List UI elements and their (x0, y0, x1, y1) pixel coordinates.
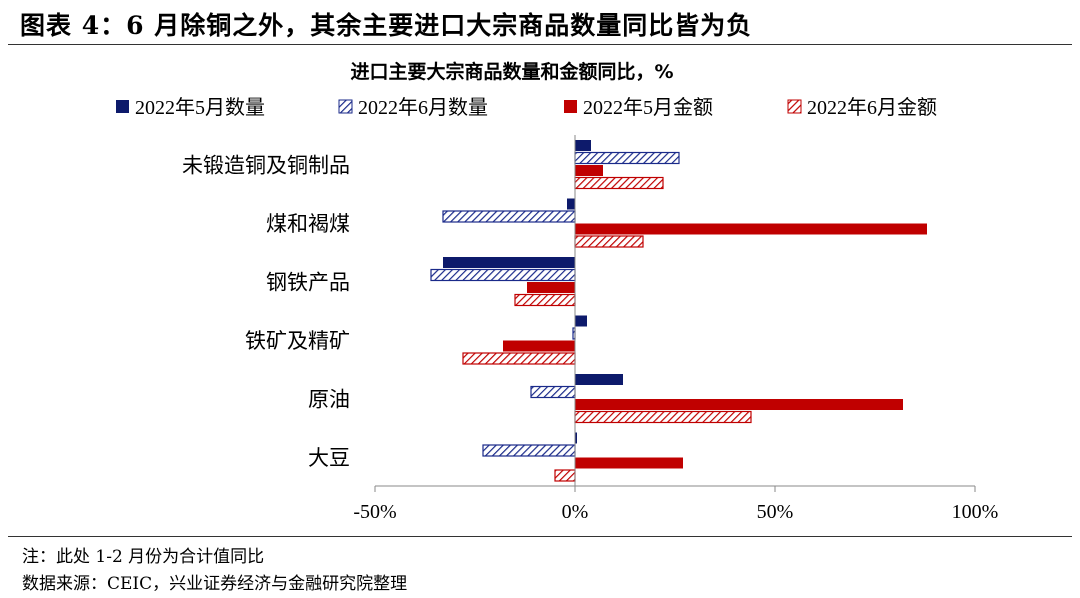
bar (527, 282, 575, 293)
bar (530, 385, 576, 399)
chart-title: 进口主要大宗商品数量和金额同比，% (350, 60, 673, 83)
bar (575, 140, 591, 151)
bar (503, 340, 575, 352)
bar (575, 399, 903, 410)
bar (575, 457, 683, 469)
footer-divider (8, 536, 1072, 537)
bar (574, 151, 680, 165)
legend-label: 2022年5月数量 (135, 96, 265, 119)
bar (554, 469, 576, 482)
bar (442, 210, 576, 223)
legend-label: 2022年5月金额 (583, 96, 713, 119)
legend-swatch (116, 100, 129, 113)
x-tick-label: 0% (562, 501, 589, 523)
bar (430, 268, 576, 282)
category-label: 钢铁产品 (266, 270, 350, 294)
bar (574, 235, 644, 248)
figure-title: 图表 4：6 月除铜之外，其余主要进口大宗商品数量同比皆为负 (20, 11, 753, 40)
bar (575, 165, 603, 176)
category-label: 煤和褐煤 (266, 212, 350, 236)
bar (574, 176, 664, 190)
bar (574, 410, 752, 424)
category-label: 铁矿及精矿 (245, 329, 350, 353)
x-tick-label: 50% (757, 501, 794, 523)
figure-note: 注：此处 1-2 月份为合计值同比 (22, 547, 265, 567)
bar (462, 352, 576, 365)
x-tick-label: -50% (353, 501, 396, 523)
legend-label: 2022年6月数量 (358, 96, 488, 119)
bar (575, 315, 587, 327)
category-label: 大豆 (308, 446, 350, 470)
figure-source: 数据来源：CEIC，兴业证券经济与金融研究院整理 (22, 574, 408, 594)
title-divider (8, 44, 1072, 45)
bar (567, 198, 575, 210)
bar (575, 432, 577, 444)
bar (443, 257, 575, 268)
bar (482, 444, 576, 457)
x-tick-label: 100% (952, 501, 999, 523)
category-label: 原油 (308, 387, 350, 411)
legend-swatch (787, 99, 802, 114)
bar (575, 374, 623, 385)
bar (514, 293, 576, 307)
bar (575, 223, 927, 235)
legend-swatch (338, 99, 353, 114)
legend-swatch (564, 100, 577, 113)
legend-label: 2022年6月金额 (807, 96, 937, 119)
category-label: 未锻造铜及铜制品 (182, 153, 350, 177)
